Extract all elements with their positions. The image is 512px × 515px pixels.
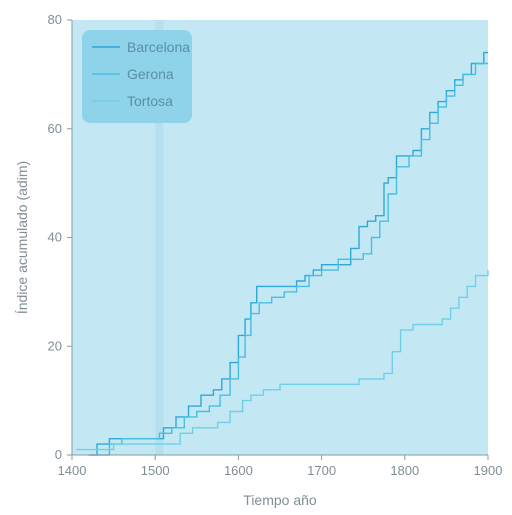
legend-label-tortosa: Tortosa bbox=[127, 93, 173, 109]
series-line-gerona bbox=[97, 62, 488, 456]
y-tick-label: 60 bbox=[48, 121, 62, 136]
x-tick-label: 1600 bbox=[224, 463, 253, 478]
y-tick-label: 40 bbox=[48, 230, 62, 245]
legend-label-gerona: Gerona bbox=[127, 66, 174, 82]
series-line-tortosa bbox=[76, 270, 489, 451]
y-tick-label: 0 bbox=[55, 447, 62, 462]
shaded-band bbox=[155, 20, 164, 455]
x-tick-label: 1700 bbox=[307, 463, 336, 478]
y-tick-label: 80 bbox=[48, 12, 62, 27]
x-tick-label: 1400 bbox=[58, 463, 87, 478]
y-tick-label: 20 bbox=[48, 338, 62, 353]
legend-label-barcelona: Barcelona bbox=[127, 39, 190, 55]
x-tick-label: 1900 bbox=[474, 463, 503, 478]
x-axis-label: Tiempo año bbox=[243, 492, 317, 508]
x-tick-label: 1800 bbox=[390, 463, 419, 478]
y-axis-label: Índice acumulado (adim) bbox=[14, 161, 30, 314]
x-tick-label: 1500 bbox=[141, 463, 170, 478]
legend-background bbox=[82, 30, 192, 123]
legend: Barcelona Gerona Tortosa bbox=[82, 30, 192, 123]
tick-layer: 1400 1500 1600 1700 1800 1900 0 20 40 60 80 bbox=[48, 12, 503, 478]
series-layer bbox=[76, 51, 489, 456]
